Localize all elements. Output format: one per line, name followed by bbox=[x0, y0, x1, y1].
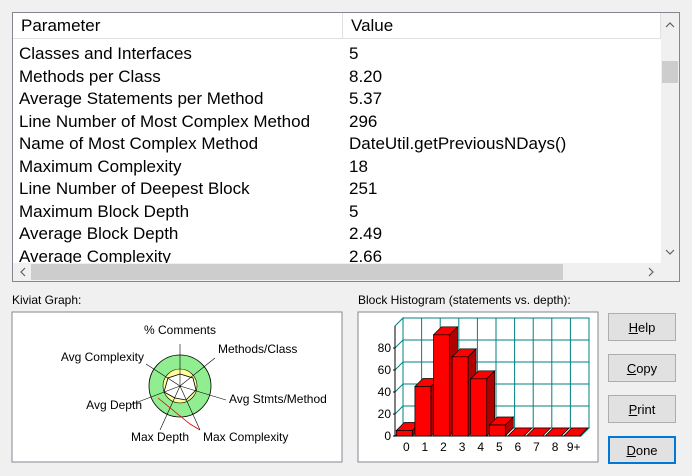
bar-top bbox=[469, 370, 496, 380]
bar-side bbox=[523, 427, 533, 437]
scrollbar-art bbox=[20, 264, 654, 280]
kiviat-label: Kiviat Graph: bbox=[12, 293, 82, 307]
kiviat-axis-label: Methods/Class bbox=[218, 342, 297, 356]
x-tick-label: 2 bbox=[440, 440, 447, 454]
bar bbox=[488, 424, 506, 437]
button[interactable]: Help bbox=[608, 313, 676, 341]
bar bbox=[433, 334, 450, 437]
y-tick-label: 80 bbox=[378, 341, 392, 355]
bar-top bbox=[544, 427, 570, 437]
table-cell: 251 bbox=[349, 179, 378, 198]
y-tick-label: 0 bbox=[384, 429, 391, 443]
bar-side bbox=[449, 325, 458, 437]
bar-top bbox=[451, 348, 477, 358]
bar-top bbox=[395, 422, 422, 431]
bar-top bbox=[507, 427, 533, 437]
table-cell: Line Number of Deepest Block bbox=[19, 179, 250, 198]
table-cell: 5 bbox=[349, 44, 359, 63]
scrollbar-art bbox=[662, 22, 678, 255]
table-cell: Line Number of Most Complex Method bbox=[19, 111, 311, 131]
bar-top bbox=[414, 378, 440, 387]
histogram-label: Block Histogram (statements vs. depth): bbox=[358, 293, 571, 307]
kiviat-box bbox=[11, 311, 343, 463]
bar-top bbox=[525, 427, 552, 437]
kiviat-axis-label: Avg Stmts/Method bbox=[229, 392, 327, 406]
kiviat-axis-label: Max Depth bbox=[131, 430, 189, 444]
bar-side bbox=[504, 416, 514, 437]
x-tick-label: 4 bbox=[477, 440, 484, 454]
table-cell: Name of Most Complex Method bbox=[19, 134, 259, 153]
histogram-box bbox=[357, 311, 599, 463]
button[interactable]: Done bbox=[608, 436, 676, 464]
bar-side bbox=[542, 427, 551, 437]
x-tick-label: 0 bbox=[403, 440, 410, 454]
back-wall bbox=[394, 316, 404, 438]
bar-side bbox=[579, 427, 588, 437]
table-cell: Maximum Block Depth bbox=[19, 201, 190, 221]
horizontal-scrollbar[interactable] bbox=[13, 263, 661, 281]
bar-top bbox=[488, 416, 515, 426]
y-tick-label: 60 bbox=[378, 363, 392, 377]
bar bbox=[414, 386, 432, 437]
kiviat-axis-label: Avg Complexity bbox=[61, 350, 144, 364]
x-tick-label: 6 bbox=[515, 440, 522, 454]
bar-top bbox=[562, 427, 589, 437]
button[interactable]: Print bbox=[608, 395, 676, 423]
vertical-scrollbar[interactable] bbox=[661, 13, 679, 263]
x-tick-label: 1 bbox=[422, 440, 429, 454]
x-tick-label: 9+ bbox=[567, 440, 581, 454]
table-cell: 2.49 bbox=[349, 224, 383, 243]
x-tick-label: 5 bbox=[496, 440, 503, 454]
scroll-corner bbox=[661, 263, 679, 281]
floor bbox=[393, 427, 591, 437]
x-tick-label: 3 bbox=[459, 440, 466, 454]
bar-side bbox=[411, 421, 421, 437]
bar bbox=[470, 378, 488, 437]
table-cell: Methods per Class bbox=[19, 66, 161, 86]
table-cell: Average Complexity bbox=[19, 246, 171, 266]
x-tick-label: 7 bbox=[533, 440, 540, 454]
kiviat-axis-label: Avg Depth bbox=[86, 398, 142, 412]
table-cell: Average Block Depth bbox=[19, 224, 179, 243]
kiviat-axis-label: % Comments bbox=[144, 323, 216, 337]
kiviat-axis-label: Max Complexity bbox=[203, 430, 288, 444]
grid-line bbox=[394, 405, 589, 415]
bar-side bbox=[486, 369, 496, 437]
column-header[interactable]: Value bbox=[343, 13, 661, 39]
y-tick-label: 40 bbox=[378, 385, 392, 399]
grid-line bbox=[394, 427, 589, 437]
table-cell: Maximum Complexity bbox=[19, 156, 182, 176]
grid-line bbox=[394, 361, 589, 371]
table-cell: 5.37 bbox=[349, 89, 383, 108]
bar-side bbox=[467, 347, 477, 437]
grid-line bbox=[394, 383, 589, 393]
bar-side bbox=[560, 427, 570, 437]
table-cell: 2.66 bbox=[349, 246, 383, 266]
bar bbox=[451, 356, 469, 437]
table-cell: DateUtil.getPreviousNDays() bbox=[349, 134, 567, 153]
table-cell: 18 bbox=[349, 156, 368, 176]
table-cell: 296 bbox=[349, 111, 378, 131]
x-tick-label: 8 bbox=[552, 440, 559, 454]
column-header[interactable]: Parameter bbox=[13, 13, 343, 39]
table-cell: 5 bbox=[349, 201, 359, 221]
bar bbox=[395, 430, 413, 437]
bar-side bbox=[430, 377, 440, 437]
button[interactable]: Copy bbox=[608, 354, 676, 382]
table-cell: Average Statements per Method bbox=[19, 89, 264, 108]
table-cell: Classes and Interfaces bbox=[19, 44, 192, 63]
metrics-table: Parameter Value Classes and Interfaces 5 M… bbox=[12, 12, 680, 282]
grid-line bbox=[394, 339, 589, 349]
bar-top bbox=[432, 326, 459, 336]
y-tick-label: 20 bbox=[378, 407, 392, 421]
back-wall bbox=[402, 317, 590, 429]
table-cell: 8.20 bbox=[349, 66, 383, 86]
